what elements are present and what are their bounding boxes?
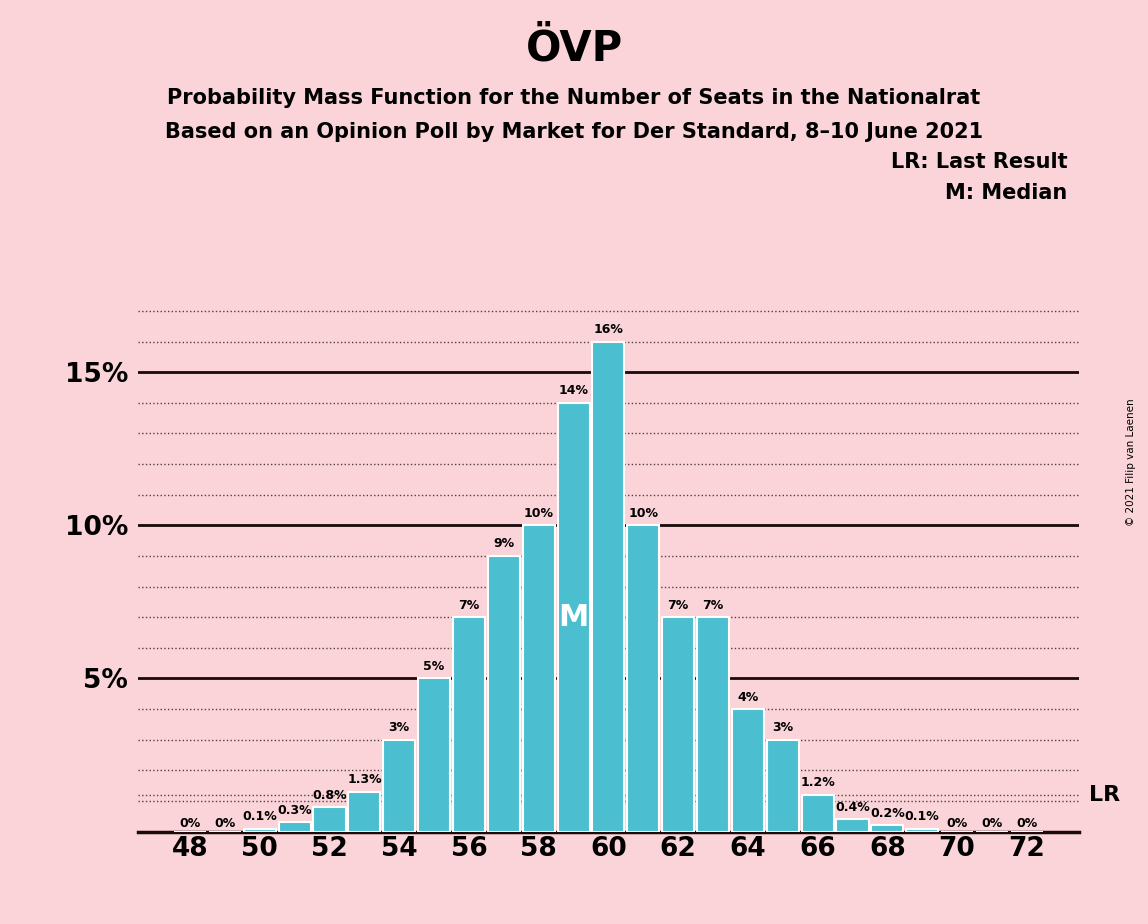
Bar bbox=[662, 617, 695, 832]
Text: 3%: 3% bbox=[389, 722, 410, 735]
Text: 0.1%: 0.1% bbox=[242, 810, 277, 823]
Text: 7%: 7% bbox=[458, 599, 480, 612]
Text: 0.4%: 0.4% bbox=[835, 801, 870, 814]
Text: 5%: 5% bbox=[424, 660, 444, 673]
Text: 16%: 16% bbox=[594, 323, 623, 336]
Bar bbox=[592, 342, 625, 832]
Bar bbox=[558, 403, 590, 832]
Bar bbox=[627, 526, 659, 832]
Text: © 2021 Filip van Laenen: © 2021 Filip van Laenen bbox=[1126, 398, 1135, 526]
Text: 0%: 0% bbox=[179, 817, 201, 830]
Bar bbox=[488, 556, 520, 832]
Bar bbox=[348, 792, 380, 832]
Bar bbox=[418, 678, 450, 832]
Bar bbox=[453, 617, 484, 832]
Text: 1.2%: 1.2% bbox=[800, 776, 835, 789]
Bar bbox=[871, 825, 903, 832]
Text: LR: LR bbox=[1088, 784, 1119, 805]
Bar bbox=[767, 740, 799, 832]
Text: ÖVP: ÖVP bbox=[526, 28, 622, 69]
Text: Probability Mass Function for the Number of Seats in the Nationalrat: Probability Mass Function for the Number… bbox=[168, 88, 980, 108]
Text: 0%: 0% bbox=[982, 817, 1002, 830]
Bar bbox=[697, 617, 729, 832]
Bar bbox=[279, 822, 311, 832]
Bar bbox=[837, 820, 869, 832]
Text: 0%: 0% bbox=[946, 817, 968, 830]
Bar bbox=[522, 526, 554, 832]
Text: 0.8%: 0.8% bbox=[312, 788, 347, 802]
Bar bbox=[906, 829, 938, 832]
Text: 0.1%: 0.1% bbox=[905, 810, 939, 823]
Bar bbox=[732, 709, 763, 832]
Text: 10%: 10% bbox=[523, 507, 553, 520]
Text: Based on an Opinion Poll by Market for Der Standard, 8–10 June 2021: Based on an Opinion Poll by Market for D… bbox=[165, 122, 983, 142]
Text: 0%: 0% bbox=[1016, 817, 1038, 830]
Text: 1.3%: 1.3% bbox=[347, 773, 381, 786]
Text: 7%: 7% bbox=[703, 599, 723, 612]
Text: M: M bbox=[558, 602, 589, 632]
Bar bbox=[383, 740, 416, 832]
Text: 0.2%: 0.2% bbox=[870, 807, 905, 820]
Text: 9%: 9% bbox=[494, 538, 514, 551]
Bar bbox=[801, 795, 833, 832]
Text: M: Median: M: Median bbox=[946, 183, 1068, 203]
Text: 0%: 0% bbox=[215, 817, 235, 830]
Bar bbox=[313, 807, 346, 832]
Text: 7%: 7% bbox=[667, 599, 689, 612]
Text: 0.3%: 0.3% bbox=[278, 804, 312, 817]
Bar bbox=[243, 829, 276, 832]
Text: 4%: 4% bbox=[737, 690, 759, 703]
Text: 14%: 14% bbox=[559, 384, 589, 397]
Text: 10%: 10% bbox=[628, 507, 658, 520]
Text: 3%: 3% bbox=[773, 722, 793, 735]
Text: LR: Last Result: LR: Last Result bbox=[891, 152, 1068, 173]
